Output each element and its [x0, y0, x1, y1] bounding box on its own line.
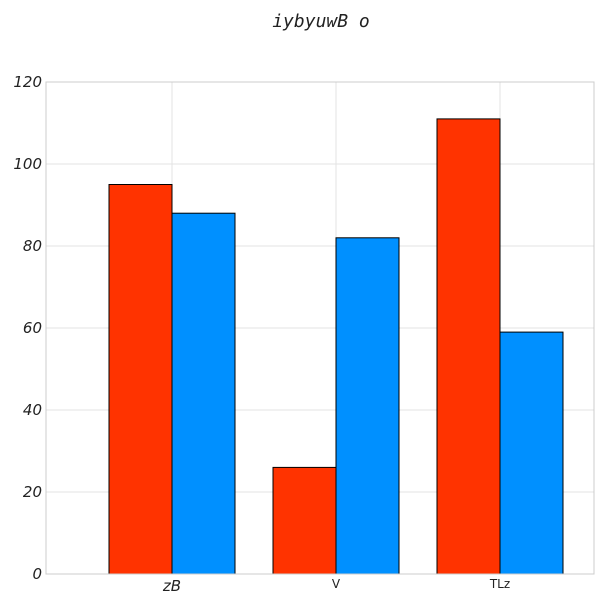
chart-title: iybyuwB o: [272, 11, 370, 32]
y-axis: 0 20 40 60 80 100 120: [13, 73, 42, 583]
x-axis: zB V TLz: [162, 577, 510, 595]
y-tick-label: 20: [23, 483, 42, 501]
x-tick-label: V: [332, 577, 341, 591]
y-tick-label: 40: [23, 401, 42, 419]
bar-v-series-1: [272, 466, 337, 575]
x-tick-label: TLz: [489, 577, 510, 591]
y-tick-label: 60: [23, 319, 42, 337]
bar-zb-series-2: [171, 212, 236, 575]
bar-tlz-series-2: [499, 331, 564, 575]
y-tick-label: 100: [13, 155, 42, 173]
y-tick-label: 120: [13, 73, 42, 91]
bar-tlz-series-1: [436, 118, 501, 575]
bar-zb-series-1: [108, 184, 173, 575]
y-tick-label: 80: [23, 237, 42, 255]
y-tick-label: 0: [32, 565, 42, 583]
plot-area-frame: [45, 81, 595, 575]
x-tick-label: zB: [162, 577, 181, 595]
bar-v-series-2: [335, 237, 400, 575]
